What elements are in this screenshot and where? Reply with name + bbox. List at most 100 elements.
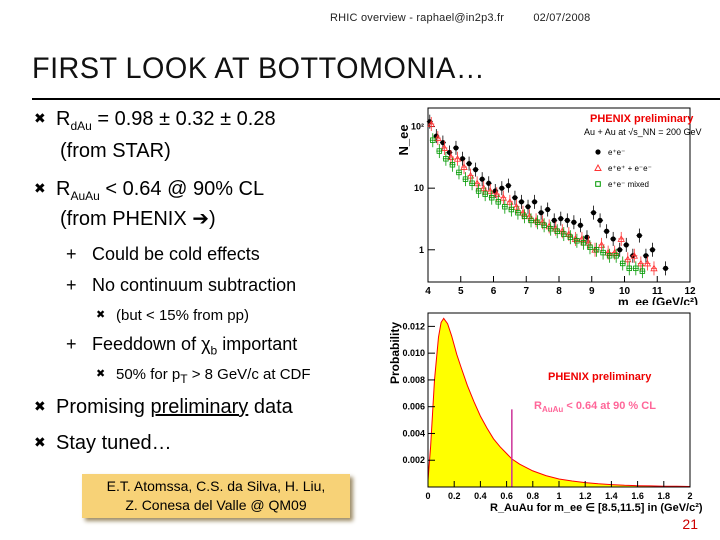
data-point <box>574 238 580 244</box>
data-point <box>528 217 534 224</box>
data-point <box>617 235 625 242</box>
y-tick-label: 0.002 <box>402 455 425 465</box>
data-point <box>508 206 515 213</box>
data-point <box>545 206 551 213</box>
y-axis-label: Probability <box>390 322 402 384</box>
subsubbullet-pp: ✖ (but < 15% from pp) <box>96 307 249 324</box>
data-point <box>506 197 514 205</box>
data-point <box>613 253 619 259</box>
data-point <box>650 264 658 272</box>
x-tick-label: 10 <box>619 286 631 297</box>
data-point <box>499 193 507 201</box>
data-point <box>558 216 564 222</box>
x-tick-label: 1.4 <box>605 491 618 501</box>
x-bullet-icon: ✖ <box>34 110 46 126</box>
subsubbullet-cdf: ✖ 50% for pT > 8 GeV/c at CDF <box>96 366 311 386</box>
data-point <box>639 268 646 274</box>
data-point <box>443 156 449 162</box>
data-point <box>567 234 574 240</box>
data-point <box>482 191 488 197</box>
data-point <box>606 253 613 259</box>
data-point <box>636 232 642 239</box>
x-tick-label: 7 <box>523 286 529 297</box>
data-point <box>469 180 475 186</box>
data-point <box>610 236 616 242</box>
data-point <box>538 210 544 216</box>
bullet-rauau: ✖ RAuAu < 0.64 @ 90% CL <box>34 178 265 203</box>
data-point <box>620 260 626 267</box>
plus-bullet-icon: + <box>66 275 77 295</box>
data-point <box>593 247 600 253</box>
chart-title: PHENIX preliminary <box>590 113 694 125</box>
x-bullet-icon: ✖ <box>96 368 106 380</box>
bullet-stay-tuned: ✖ Stay tuned… <box>34 432 172 454</box>
data-point <box>521 213 528 219</box>
data-point <box>453 154 462 162</box>
data-point <box>662 265 669 271</box>
chart-title: PHENIX preliminary <box>548 371 652 383</box>
data-point <box>460 163 468 170</box>
bullet-promising: ✖ Promising preliminary data <box>34 396 293 418</box>
data-point <box>466 161 472 167</box>
data-point <box>489 195 495 201</box>
data-point <box>587 244 593 250</box>
y-tick-label: 0.008 <box>402 375 425 385</box>
y-tick-label: 10² <box>411 122 424 132</box>
data-point <box>541 222 547 228</box>
data-point <box>554 228 560 234</box>
x-axis-label: R_AuAu for m_ee ∈ [8.5,11.5] in (GeV/c²) <box>490 502 703 514</box>
data-point <box>495 199 501 205</box>
data-point <box>505 183 511 189</box>
x-tick-label: 9 <box>589 286 595 297</box>
legend-label: e⁺e⁺ + e⁻e⁻ <box>608 164 652 173</box>
data-point <box>512 195 518 201</box>
page-number: 21 <box>682 516 698 532</box>
data-point <box>436 148 443 154</box>
raa-probability-chart: 0 0.2 0.4 0.6 0.8 1 1.2 1.4 1.6 1.8 2 0.002 0.004 0.0… <box>390 305 712 520</box>
data-point <box>624 255 632 263</box>
header-date: 02/07/2008 <box>533 12 591 24</box>
chart-subtitle: Au + Au at √s_NN = 200 GeV <box>584 127 702 137</box>
data-point <box>456 169 462 176</box>
legend-marker <box>595 149 601 155</box>
data-point <box>453 145 459 151</box>
x-tick-label: 1.2 <box>579 491 592 501</box>
data-point <box>473 179 481 187</box>
slide-title: FIRST LOOK AT BOTTOMONIA… <box>32 52 486 85</box>
data-point <box>547 225 554 232</box>
data-point <box>571 219 577 225</box>
title-divider <box>32 98 720 100</box>
y-tick-label: 0.006 <box>402 402 425 412</box>
data-point <box>604 228 610 234</box>
data-point <box>617 247 623 253</box>
data-point <box>600 249 606 256</box>
y-tick-label: 0.012 <box>402 321 425 331</box>
x-tick-label: 11 <box>652 286 663 297</box>
x-tick-label: 0.6 <box>500 491 513 501</box>
probability-area <box>428 318 690 487</box>
chart-legend: e⁺e⁻ e⁺e⁺ + e⁻e⁻ e⁺e⁻ mixed <box>594 148 652 189</box>
data-point <box>479 176 485 182</box>
subbullet-feeddown: + Feeddown of χb important <box>66 334 298 358</box>
data-point <box>597 241 606 248</box>
data-point <box>637 259 645 267</box>
y-axis-label: N_ee <box>396 124 411 155</box>
y-tick-label: 10 <box>414 183 424 193</box>
data-point <box>630 251 638 259</box>
data-point <box>499 185 505 191</box>
data-point <box>427 120 435 127</box>
x-bullet-icon: ✖ <box>96 309 106 321</box>
header-author: RHIC overview - raphael@in2p3.fr <box>330 12 505 24</box>
x-bullet-icon: ✖ <box>34 434 46 450</box>
x-tick-label: 0.2 <box>448 491 461 501</box>
probability-curve <box>427 317 691 487</box>
data-point <box>430 137 436 143</box>
citation-box: E.T. Atomssa, C.S. da Silva, H. Liu, Z. … <box>82 474 350 518</box>
data-point <box>462 176 469 182</box>
data-point <box>475 188 482 194</box>
legend-marker <box>595 181 601 187</box>
data-point <box>473 167 479 173</box>
data-point <box>525 204 531 210</box>
data-point <box>531 199 538 205</box>
x-tick-label: 6 <box>491 286 497 297</box>
